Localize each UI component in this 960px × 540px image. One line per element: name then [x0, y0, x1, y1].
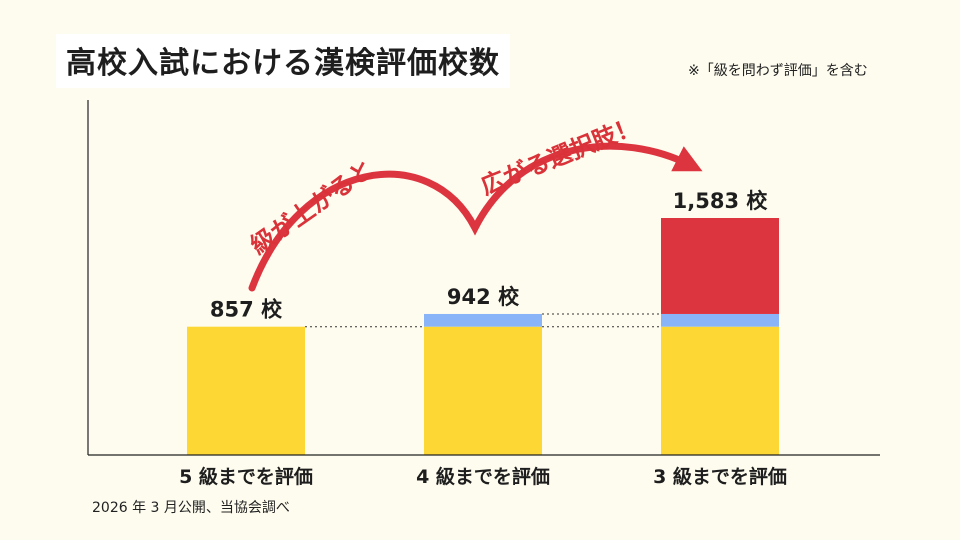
- bars-group: [187, 218, 779, 455]
- bar-segment-3-2: [661, 313, 779, 327]
- trend-arrow: [248, 142, 703, 292]
- value-label-2: 942 校: [447, 285, 520, 309]
- category-label-1: 5 級までを評価: [179, 465, 313, 488]
- bar-segment-3-1: [661, 326, 779, 455]
- labels-group: 857 校 5 級までを評価 942 校 4 級までを評価 1,583 校 3 級までを評…: [179, 189, 787, 488]
- bar-segment-2-1: [424, 326, 542, 455]
- bar-segment-3-3: [661, 218, 779, 314]
- chart-title: 高校入試における漢検評価校数: [56, 34, 510, 88]
- chart-note: ※「級を問わず評価」を含む: [688, 63, 868, 79]
- bar-segment-1-1: [187, 326, 305, 455]
- value-label-3: 1,583 校: [673, 189, 769, 213]
- source-note: 2026 年 3 月公開、当協会調べ: [92, 500, 290, 516]
- value-label-1: 857 校: [210, 298, 283, 322]
- annotation-left: 級が上がると: [245, 154, 379, 260]
- category-label-2: 4 級までを評価: [416, 465, 550, 488]
- bar-segment-2-2: [424, 313, 542, 327]
- annotation-right: 広がる選択肢！: [477, 112, 643, 201]
- category-label-3: 3 級までを評価: [653, 465, 787, 488]
